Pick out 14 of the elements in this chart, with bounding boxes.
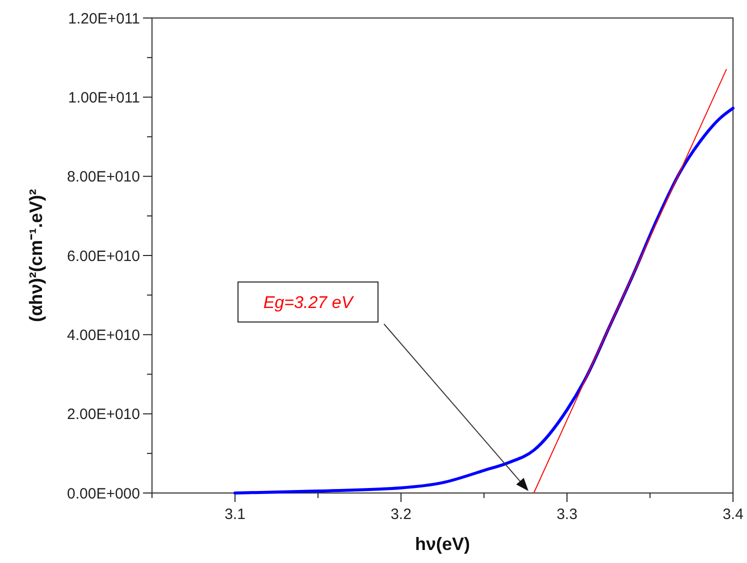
x-tick-label: 3.1 bbox=[224, 506, 246, 523]
y-tick-label: 2.00E+010 bbox=[67, 406, 140, 424]
annotation: Eg=3.27 eV bbox=[263, 292, 354, 312]
y-tick-label: 4.00E+010 bbox=[67, 326, 140, 344]
x-tick-label: 3.3 bbox=[556, 506, 578, 523]
y-tick-label: 1.20E+011 bbox=[68, 10, 140, 28]
x-axis-title: hν(eV) bbox=[414, 534, 470, 554]
y-axis-title: (αhν)²(cm⁻¹.eV)² bbox=[26, 188, 46, 322]
x-tick-label: 3.4 bbox=[722, 506, 744, 523]
y-tick-label: 6.00E+010 bbox=[67, 248, 140, 265]
x-tick-label: 3.2 bbox=[390, 506, 412, 523]
y-tick-label: 1.00E+011 bbox=[68, 89, 140, 106]
y-tick-label: 0.00E+000 bbox=[67, 485, 140, 502]
y-tick-label: 8.00E+010 bbox=[67, 168, 140, 186]
